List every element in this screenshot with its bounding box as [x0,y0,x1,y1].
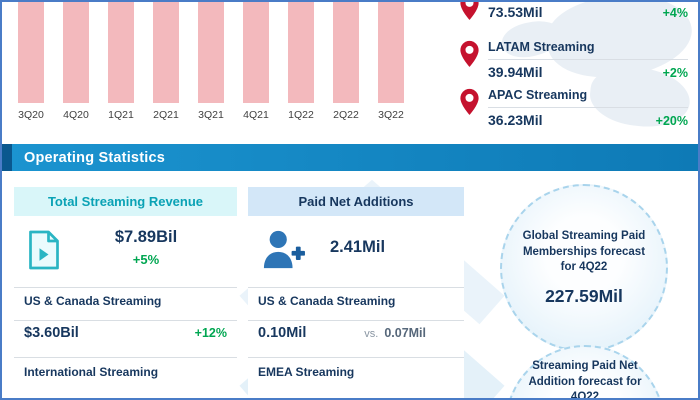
bar-label: 3Q20 [18,109,44,121]
vs-label: vs. [364,328,379,340]
row-label: International Streaming [24,365,159,379]
bar [243,2,269,103]
region-delta: +20% [655,114,688,128]
revenue-delta: +5% [132,252,160,267]
additions-value: 2.41Mil [330,238,386,256]
vs-value: 0.07Mil [384,326,426,340]
row-value: $3.60Bil +12% [24,325,227,341]
us-canada-revenue-delta: +12% [194,326,227,340]
banner-accent-edge [2,144,12,171]
paid-net-additions-card: Paid Net Additions 2.41Mil US & Canada S… [248,187,464,398]
divider [488,107,688,108]
region-title: APAC Streaming [488,88,588,102]
bar-label: 3Q21 [198,109,224,121]
divider [488,59,688,60]
revenue-value: $7.89Bil [114,228,178,246]
hero-values: $7.89Bil +5% [76,228,216,267]
card-title: Paid Net Additions [248,187,464,216]
bar [18,2,44,103]
bar-column: 4Q20 [63,2,89,121]
bar [378,2,404,103]
bar-column: 1Q22 [288,2,314,121]
total-streaming-revenue-card: Total Streaming Revenue $7.89Bil +5% US … [14,187,237,398]
bar-column: 2Q21 [153,2,179,121]
divider [248,287,464,288]
location-pin-icon [460,88,479,115]
net-additions-forecast-circle: Streaming Paid Net Addition forecast for… [505,345,665,400]
bar-label: 3Q22 [378,109,404,121]
location-pin-icon [460,2,479,20]
bar-label: 2Q22 [333,109,359,121]
region-value: 73.53Mil [488,4,543,20]
bar-column: 3Q22 [378,2,404,121]
divider [248,320,464,321]
bar-column: 2Q22 [333,2,359,121]
bar-label: 4Q20 [63,109,89,121]
region-title: LATAM Streaming [488,40,595,54]
forecast-value: 227.59Mil [545,285,623,306]
us-canada-revenue: $3.60Bil [24,325,79,341]
bar [108,2,134,103]
row-label: US & Canada Streaming [24,294,162,308]
card-hero: $7.89Bil +5% [14,216,237,287]
region-stat-row: 39.94Mil +2% [488,64,688,80]
region-value: 39.94Mil [488,64,543,80]
region-stat-row: 36.23Mil +20% [488,112,688,128]
divider [14,357,237,358]
region-delta: +2% [662,66,688,80]
operating-statistics-banner: Operating Statistics [2,144,698,171]
region-stats-panel: 73.53Mil +4% LATAM Streaming 39.94Mil +2… [450,2,694,140]
memberships-forecast-circle: Global Streaming Paid Memberships foreca… [500,184,668,352]
card-hero: 2.41Mil [248,216,464,287]
location-pin-icon [460,40,479,67]
row-value: 0.10Mil vs. 0.07Mil [258,325,426,341]
region-delta: +4% [662,6,688,20]
bar-column: 1Q21 [108,2,134,121]
bar [63,2,89,103]
divider [14,320,237,321]
bar-column: 4Q21 [243,2,269,121]
bar-column: 3Q21 [198,2,224,121]
person-plus-icon [263,230,305,269]
bar-label: 1Q21 [108,109,134,121]
bar [153,2,179,103]
divider [248,357,464,358]
bar-label: 2Q21 [153,109,179,121]
section-title: Operating Statistics [24,149,165,166]
us-canada-additions: 0.10Mil [258,325,307,341]
forecast-title: Streaming Paid Net Addition forecast for… [528,360,642,400]
bar [288,2,314,103]
bar-label: 1Q22 [288,109,314,121]
vs-comparison: vs. 0.07Mil [364,326,426,340]
row-label: EMEA Streaming [258,365,355,379]
region-stat-row: 73.53Mil +4% [488,4,688,20]
document-icon [29,230,59,270]
bar [333,2,359,103]
row-label: US & Canada Streaming [258,294,396,308]
quarterly-bar-chart: 3Q20 4Q20 1Q21 2Q21 3Q21 4Q21 1Q22 2Q22 3Q22 [18,2,404,121]
card-title: Total Streaming Revenue [14,187,237,216]
forecast-title: Global Streaming Paid Memberships foreca… [522,230,646,274]
bar-column: 3Q20 [18,2,44,121]
bar-label: 4Q21 [243,109,269,121]
region-value: 36.23Mil [488,112,543,128]
bar [198,2,224,103]
divider [14,287,237,288]
